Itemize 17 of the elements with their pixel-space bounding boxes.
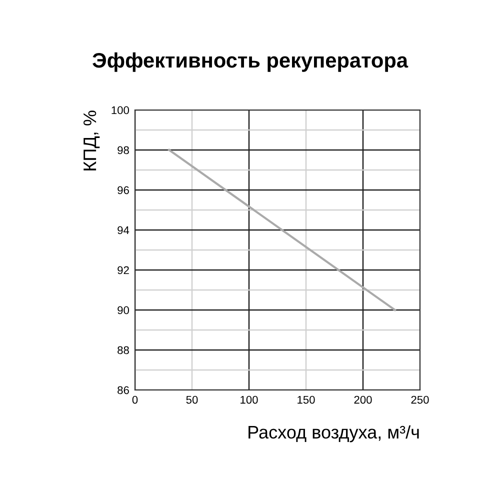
y-tick-label: 90 [118,306,130,314]
y-tick-label: 100 [112,106,130,114]
x-tick-label: 200 [354,396,372,404]
y-tick-label: 86 [118,386,129,394]
y-tick-label: 94 [118,226,130,234]
x-tick-label: 100 [240,396,258,404]
chart-title: Эффективность рекуператора [92,52,408,72]
x-tick-label: 50 [186,396,198,404]
x-tick-label: 250 [411,396,429,404]
x-tick-label: 150 [298,396,315,404]
y-tick-label: 98 [118,146,129,154]
y-tick-label: 96 [118,186,129,194]
y-tick-label: 88 [118,346,129,354]
y-tick-label: 92 [118,266,129,274]
x-tick-label: 0 [132,396,138,404]
x-axis-title: Расход воздуха, м³/ч [248,425,419,442]
y-axis-title: КПД, % [84,110,100,170]
